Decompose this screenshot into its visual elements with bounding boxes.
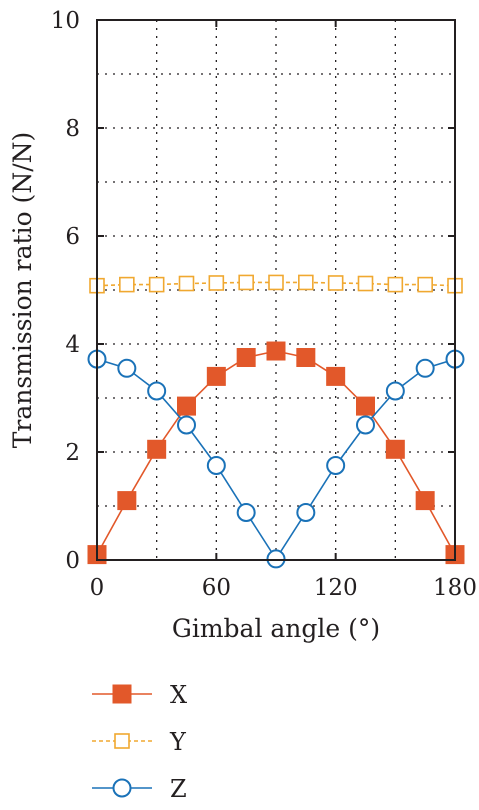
series-y-point [208,275,225,291]
series-x-point [326,366,346,386]
series-x-point [356,396,375,416]
series-y-point [119,276,135,293]
legend-label-y: Y [169,728,187,756]
series-x-point [415,491,435,511]
series-y-point [417,276,433,293]
series-y [89,274,463,294]
series-z-point [236,502,256,522]
x-axis-label: Gimbal angle (°) [172,614,380,643]
series-z-point [177,415,196,435]
x-tick-label: 60 [202,575,231,601]
legend-item-z: Z [92,775,187,803]
series-y-point [387,276,404,293]
series-x-point [266,341,286,361]
series-x-point [177,396,196,416]
series-z-point [296,502,316,522]
legend-swatch-marker [114,733,130,749]
series-x-point [206,366,226,386]
y-tick-label: 2 [65,440,80,466]
y-tick-label: 6 [65,224,80,250]
y-tick-label: 4 [65,332,80,358]
series-z-point [266,549,286,569]
series-z-point [415,358,435,378]
series-y-point [268,274,284,291]
x-tick-label: 0 [90,575,105,601]
legend-swatch-marker [112,684,132,704]
legend-label-x: X [170,681,187,709]
legend-item-x: X [92,681,187,709]
series-x-point [296,348,316,367]
axis-ticks: 0 2 4 6 8 10 0 60 120 180 [51,8,477,601]
y-tick-label: 0 [65,548,80,574]
series-x-point [147,439,167,459]
series-x-point [117,491,137,511]
y-tick-label: 8 [65,116,80,142]
series-z-point [206,456,226,475]
legend-swatch-marker [112,778,132,798]
series-x-point [385,439,405,459]
series-y-point [298,274,314,291]
series-y-point [178,275,195,292]
series-z-point [147,381,167,401]
y-tick-label: 10 [51,8,80,34]
x-tick-label: 120 [314,575,358,601]
series-z-point [117,358,137,378]
series-z-point [326,456,346,475]
legend-label-z: Z [170,775,187,803]
series-z-point [356,415,375,435]
legend-item-y: Y [92,728,187,756]
x-tick-label: 180 [433,575,477,601]
plot-frame [96,19,456,561]
series-x [87,341,465,565]
series-y-point [327,275,344,291]
y-axis-label: Transmission ratio (N/N) [8,132,37,449]
legend: XYZ [92,681,187,803]
series-y-point [357,275,374,292]
series-x-point [236,348,256,367]
plot-series [87,274,465,569]
series-z-point [385,381,405,401]
series-z [87,349,465,569]
series-y-point [238,274,254,291]
series-y-point [148,276,165,293]
